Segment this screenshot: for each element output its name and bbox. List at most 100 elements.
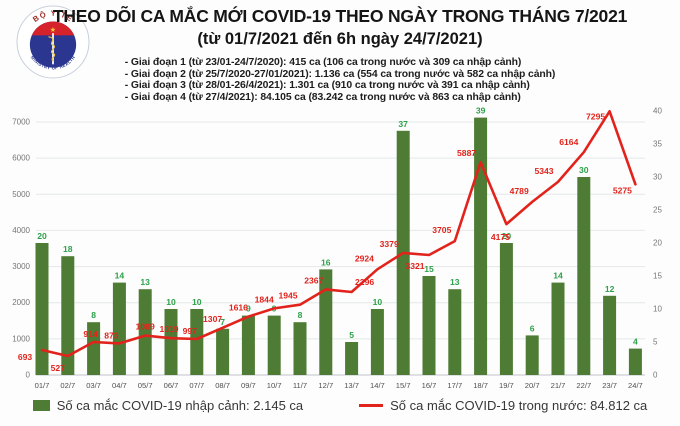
line-value-label: 1089 — [136, 322, 155, 332]
bar-value-label: 15 — [424, 264, 434, 274]
page-title: THEO DÕI CA MẮC MỚI COVID-19 THEO NGÀY T… — [52, 6, 628, 26]
right-axis-tick: 30 — [653, 173, 662, 182]
right-axis-tick: 25 — [653, 206, 662, 215]
title-block: THEO DÕI CA MẮC MỚI COVID-19 THEO NGÀY T… — [0, 6, 680, 49]
asclepius-snake-icon — [48, 36, 56, 62]
left-axis-tick: 4000 — [12, 226, 30, 235]
line-value-label: 527 — [51, 363, 66, 373]
bar-22/7 — [577, 177, 591, 375]
line-value-label: 4789 — [510, 186, 529, 196]
x-axis-label: 18/7 — [473, 381, 488, 390]
right-axis-tick: 10 — [653, 305, 662, 314]
bar-value-label: 5 — [349, 330, 354, 340]
line-value-label: 2296 — [355, 277, 374, 287]
logo-red-segment — [31, 21, 75, 36]
bar-23/7 — [603, 295, 617, 375]
bar-value-label: 10 — [192, 297, 202, 307]
legend-label-domestic: Số ca mắc COVID-19 trong nước: 84.812 ca — [390, 398, 648, 413]
right-axis-tick: 35 — [653, 140, 662, 149]
line-value-label: 5275 — [613, 185, 632, 195]
bar-02/7 — [61, 256, 75, 375]
page-subtitle: (từ 01/7/2021 đến 6h ngày 24/7/2021) — [197, 30, 483, 48]
x-axis-label: 06/7 — [164, 381, 179, 390]
phase-2-line: - Giai đoạn 2 (từ 25/7/2020-27/01/2021):… — [124, 68, 556, 80]
legend-label-imported: Số ca mắc COVID-19 nhập cảnh: 2.145 ca — [56, 398, 304, 413]
bar-11/7 — [293, 322, 307, 375]
bar-04/7 — [112, 282, 126, 375]
x-axis-label: 11/7 — [293, 381, 307, 390]
bar-value-label: 20 — [37, 231, 47, 241]
line-value-label: 6164 — [559, 137, 578, 147]
left-axis-tick: 7000 — [12, 118, 30, 127]
line-value-label: 873 — [104, 330, 119, 340]
line-value-label: 4175 — [491, 232, 510, 242]
covid-daily-combo-chart: 0 1000 2000 3000 4000 5000 6000 7000 0 5 10 15 20 25 3… — [12, 106, 662, 390]
bar-value-label: 8 — [298, 310, 303, 320]
left-axis-tick: 0 — [26, 371, 31, 380]
bar-value-label: 39 — [476, 106, 486, 116]
x-axis-label: 15/7 — [396, 381, 411, 390]
bar-05/7 — [138, 289, 152, 375]
right-axis-tick: 15 — [653, 272, 662, 281]
bar-value-label: 16 — [321, 257, 331, 267]
chart-legend: Số ca mắc COVID-19 nhập cảnh: 2.145 ca S… — [0, 398, 680, 413]
x-axis-label: 14/7 — [370, 381, 385, 390]
bar-21/7 — [551, 282, 565, 375]
left-axis-tick: 6000 — [12, 154, 30, 163]
x-axis-label: 19/7 — [499, 381, 514, 390]
bar-value-label: 6 — [530, 323, 535, 333]
bar-19/7 — [499, 243, 513, 375]
line-value-label: 5887 — [457, 148, 476, 158]
bar-13/7 — [345, 342, 359, 375]
bar-value-label: 10 — [166, 297, 176, 307]
line-value-label: 1019 — [159, 324, 178, 334]
bar-18/7 — [474, 117, 488, 375]
x-axis-label: 23/7 — [602, 381, 617, 390]
line-value-label: 5343 — [534, 166, 553, 176]
phase-1-line: - Giai đoạn 1 (từ 23/01-24/7/2020): 415 … — [124, 57, 522, 68]
bar-value-label: 9 — [246, 304, 251, 314]
bar-value-label: 30 — [579, 165, 589, 175]
bar-06/7 — [164, 309, 178, 375]
x-axis-label: 20/7 — [525, 381, 540, 390]
domestic-cases-line — [40, 110, 637, 358]
line-value-label: 1307 — [203, 314, 222, 324]
bar-20/7 — [525, 335, 539, 375]
x-axis-label: 04/7 — [112, 381, 127, 390]
bar-value-label: 13 — [140, 277, 150, 287]
chart-area: 0 1000 2000 3000 4000 5000 6000 7000 0 5 10 15 20 25 3… — [0, 101, 680, 395]
bar-10/7 — [267, 315, 281, 375]
line-value-label: 2367 — [304, 275, 323, 285]
bar-value-label: 13 — [450, 277, 460, 287]
x-axis-label: 21/7 — [551, 381, 566, 390]
bar-value-label: 12 — [605, 284, 615, 294]
x-axis-label: 12/7 — [318, 381, 333, 390]
x-axis-label: 13/7 — [344, 381, 359, 390]
bar-value-label: 8 — [91, 310, 96, 320]
bar-08/7 — [216, 328, 230, 375]
bar-value-label: 14 — [553, 271, 563, 281]
star-icon: ★ — [50, 25, 56, 34]
left-axis-tick: 2000 — [12, 298, 30, 307]
line-value-label: 693 — [18, 352, 33, 362]
x-axis-label: 01/7 — [35, 381, 50, 390]
bar-value-label: 4 — [633, 337, 638, 347]
legend-item-imported: Số ca mắc COVID-19 nhập cảnh: 2.145 ca — [32, 398, 304, 413]
legend-item-domestic: Số ca mắc COVID-19 trong nước: 84.812 ca — [359, 398, 647, 413]
right-axis-tick: 5 — [653, 338, 658, 347]
bar-value-label: 10 — [373, 297, 383, 307]
x-axis-label: 05/7 — [138, 381, 153, 390]
line-value-label: 3379 — [380, 239, 399, 249]
moh-logo: ★ BỘ Y TẾ MINISTRY OF HEALTH — [16, 5, 90, 79]
line-value-label: 1844 — [255, 294, 274, 304]
bar-value-label: 37 — [398, 119, 408, 129]
x-axis-label: 17/7 — [447, 381, 462, 390]
legend-swatch-domestic-line — [359, 404, 384, 407]
right-axis-tick: 20 — [653, 239, 662, 248]
bar-value-label: 20 — [502, 231, 512, 241]
line-value-label: 7295 — [586, 111, 605, 121]
bar-14/7 — [370, 309, 384, 375]
line-value-label: 997 — [183, 326, 198, 336]
x-axis-label: 08/7 — [215, 381, 230, 390]
x-axis-label: 07/7 — [189, 381, 204, 390]
